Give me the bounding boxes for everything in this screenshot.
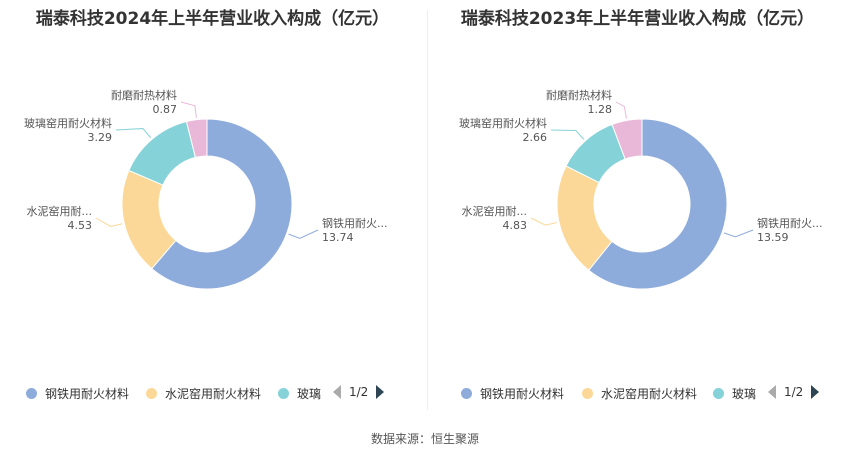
slice-value-1: 4.83 (503, 219, 528, 232)
chart-title: 瑞泰科技2023年上半年营业收入构成（亿元） (460, 9, 815, 29)
slice-value-3: 0.87 (153, 103, 178, 116)
slice-value-2: 3.29 (88, 131, 113, 144)
legend-label: 水泥窑用耐火材料 (601, 387, 698, 401)
legend-item-glass[interactable]: 玻璃 (278, 385, 321, 402)
slice-3[interactable] (185, 118, 208, 159)
slice-label-3: 耐磨耐热材料 (546, 88, 612, 102)
slice-label-3: 耐磨耐热材料 (111, 88, 177, 102)
slice-label-1: 水泥窑用耐... (27, 204, 93, 218)
leader-line-2 (115, 128, 152, 139)
chart-title: 瑞泰科技2024年上半年营业收入构成（亿元） (35, 9, 390, 29)
legend-label: 水泥窑用耐火材料 (165, 387, 262, 401)
chart-panel-2024: 瑞泰科技2024年上半年营业收入构成（亿元） 钢铁用耐火... 13.74 水泥窑用… (0, 0, 425, 410)
chart-panel-2023: 瑞泰科技2023年上半年营业收入构成（亿元） 钢铁用耐火... 13.59 水泥窑用… (425, 0, 850, 410)
prev-page-icon[interactable] (768, 385, 776, 399)
legend-pager: 1/2 (333, 385, 385, 399)
slice-value-2: 2.66 (523, 131, 548, 144)
slice-value-3: 1.28 (588, 103, 613, 116)
legend-dot (713, 388, 724, 399)
legend-item-cement[interactable]: 水泥窑用耐火材料 (146, 385, 261, 402)
legend-item-steel[interactable]: 钢铁用耐火材料 (461, 385, 564, 402)
legend-dot (26, 388, 37, 399)
slice-3[interactable] (611, 118, 643, 160)
slice-label-0: 钢铁用耐火... (757, 217, 823, 230)
slice-0[interactable] (151, 118, 293, 290)
leader-line-0 (723, 229, 754, 238)
slice-value-0: 13.74 (322, 231, 354, 244)
slice-0[interactable] (588, 118, 728, 290)
legend-item-glass[interactable]: 玻璃 (713, 385, 756, 402)
prev-page-icon[interactable] (333, 385, 341, 399)
next-page-icon[interactable] (376, 385, 385, 399)
legend-dot (461, 388, 472, 399)
slice-label-2: 玻璃窑用耐火材料 (24, 116, 112, 130)
leader-line-1 (530, 217, 558, 226)
slice-label-0: 钢铁用耐火... (322, 217, 388, 230)
legend-item-cement[interactable]: 水泥窑用耐火材料 (582, 385, 697, 402)
leader-line-3 (180, 101, 197, 118)
leader-line-3 (615, 101, 627, 119)
pager-text: 1/2 (349, 385, 369, 399)
divider (427, 10, 428, 410)
slice-value-0: 13.59 (757, 231, 789, 244)
next-page-icon[interactable] (811, 385, 820, 399)
legend-label: 钢铁用耐火材料 (45, 387, 130, 401)
leader-line-2 (550, 129, 585, 140)
slice-value-1: 4.53 (68, 219, 93, 232)
legend-item-steel[interactable]: 钢铁用耐火材料 (26, 385, 129, 402)
leader-line-1 (95, 217, 123, 228)
legend-dot (146, 388, 157, 399)
data-source: 数据来源：恒生聚源 (370, 432, 479, 446)
legend-dot (582, 388, 593, 399)
legend: 钢铁用耐火材料 水泥窑用耐火材料 玻璃 1/2 (0, 382, 425, 406)
slice-label-2: 玻璃窑用耐火材料 (459, 116, 547, 130)
legend-label: 玻璃 (297, 387, 322, 401)
legend-pager: 1/2 (768, 385, 820, 399)
slice-label-1: 水泥窑用耐... (462, 204, 528, 218)
legend-label: 玻璃 (732, 387, 757, 401)
leader-line-0 (288, 229, 319, 239)
legend-label: 钢铁用耐火材料 (480, 387, 565, 401)
legend-dot (278, 388, 289, 399)
pager-text: 1/2 (784, 385, 804, 399)
legend: 钢铁用耐火材料 水泥窑用耐火材料 玻璃 1/2 (425, 382, 850, 406)
